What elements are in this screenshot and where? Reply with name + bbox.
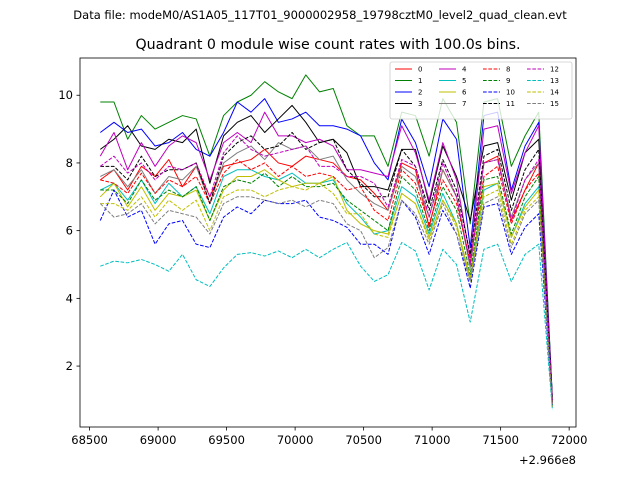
series-line-15: [99, 196, 553, 407]
legend-item-0: 0: [395, 66, 422, 74]
x-tick-label: 70500: [345, 433, 382, 447]
series-line-11: [100, 131, 553, 404]
series-line-8: [100, 159, 553, 404]
series-line-14: [100, 182, 553, 407]
x-offset-label: +2.966e8: [519, 453, 576, 467]
legend-label: 12: [550, 66, 559, 74]
legend-item-12: 12: [527, 66, 559, 74]
legend-label: 15: [550, 100, 559, 108]
chart-title: Quadrant 0 module wise count rates with …: [135, 37, 520, 53]
series-line-13: [100, 242, 553, 411]
legend-item-6: 6: [439, 89, 467, 97]
legend-item-7: 7: [439, 100, 466, 108]
y-tick-label: 2: [66, 359, 73, 373]
legend-item-15: 15: [527, 100, 559, 108]
legend-label: 9: [506, 77, 510, 85]
legend-label: 13: [550, 77, 559, 85]
y-tick-label: 10: [58, 88, 73, 102]
x-tick-label: 72000: [551, 433, 588, 447]
legend-label: 10: [506, 89, 515, 97]
y-axis: 2 4 6 8 10: [58, 88, 80, 373]
legend-item-4: 4: [439, 66, 467, 74]
legend-label: 2: [418, 89, 422, 97]
legend-label: 1: [418, 77, 422, 85]
legend-label: 3: [418, 100, 422, 108]
legend-item-5: 5: [439, 77, 466, 85]
legend-label: 4: [462, 66, 467, 74]
legend-item-10: 10: [483, 89, 515, 97]
axes-frame: [79, 57, 577, 428]
series-line-6: [99, 169, 553, 407]
figure-suptitle: Data file: modeM0/AS1A05_117T01_90000029…: [73, 8, 567, 22]
legend-label: 11: [506, 100, 515, 108]
legend-item-9: 9: [483, 77, 510, 85]
series-line-5: [100, 169, 553, 407]
y-tick-label: 8: [66, 156, 73, 170]
series-lines: [99, 74, 553, 411]
legend-label: 8: [506, 66, 510, 74]
legend-item-11: 11: [483, 100, 515, 108]
legend-item-2: 2: [395, 89, 422, 97]
legend-label: 6: [462, 89, 467, 97]
x-tick-label: 69500: [208, 433, 245, 447]
series-line-4: [99, 111, 553, 404]
x-tick-label: 69000: [140, 433, 177, 447]
y-tick-label: 6: [66, 224, 73, 238]
legend-label: 5: [462, 77, 466, 85]
series-line-10: [99, 189, 553, 407]
x-tick-label: 70000: [277, 433, 314, 447]
legend-label: 0: [418, 66, 422, 74]
legend-item-14: 14: [527, 89, 559, 97]
legend-item-3: 3: [395, 100, 422, 108]
y-tick-label: 4: [66, 291, 73, 305]
x-axis: 68500 69000 69500 70000 70500 71000 71500 72000…: [71, 427, 587, 467]
legend-item-1: 1: [395, 77, 422, 85]
series-line-9: [100, 172, 553, 407]
series-line-1: [100, 74, 553, 400]
legend-label: 7: [462, 100, 466, 108]
series-line-12: [99, 135, 553, 404]
legend-item-8: 8: [483, 66, 510, 74]
x-tick-label: 68500: [71, 433, 108, 447]
x-tick-label: 71500: [482, 433, 519, 447]
legend-item-13: 13: [527, 77, 559, 85]
plot-area: 68500 69000 69500 70000 70500 71000 71500 72000…: [58, 57, 587, 467]
legend-label: 14: [550, 89, 559, 97]
x-tick-label: 71000: [414, 433, 451, 447]
legend-box: [389, 61, 573, 120]
